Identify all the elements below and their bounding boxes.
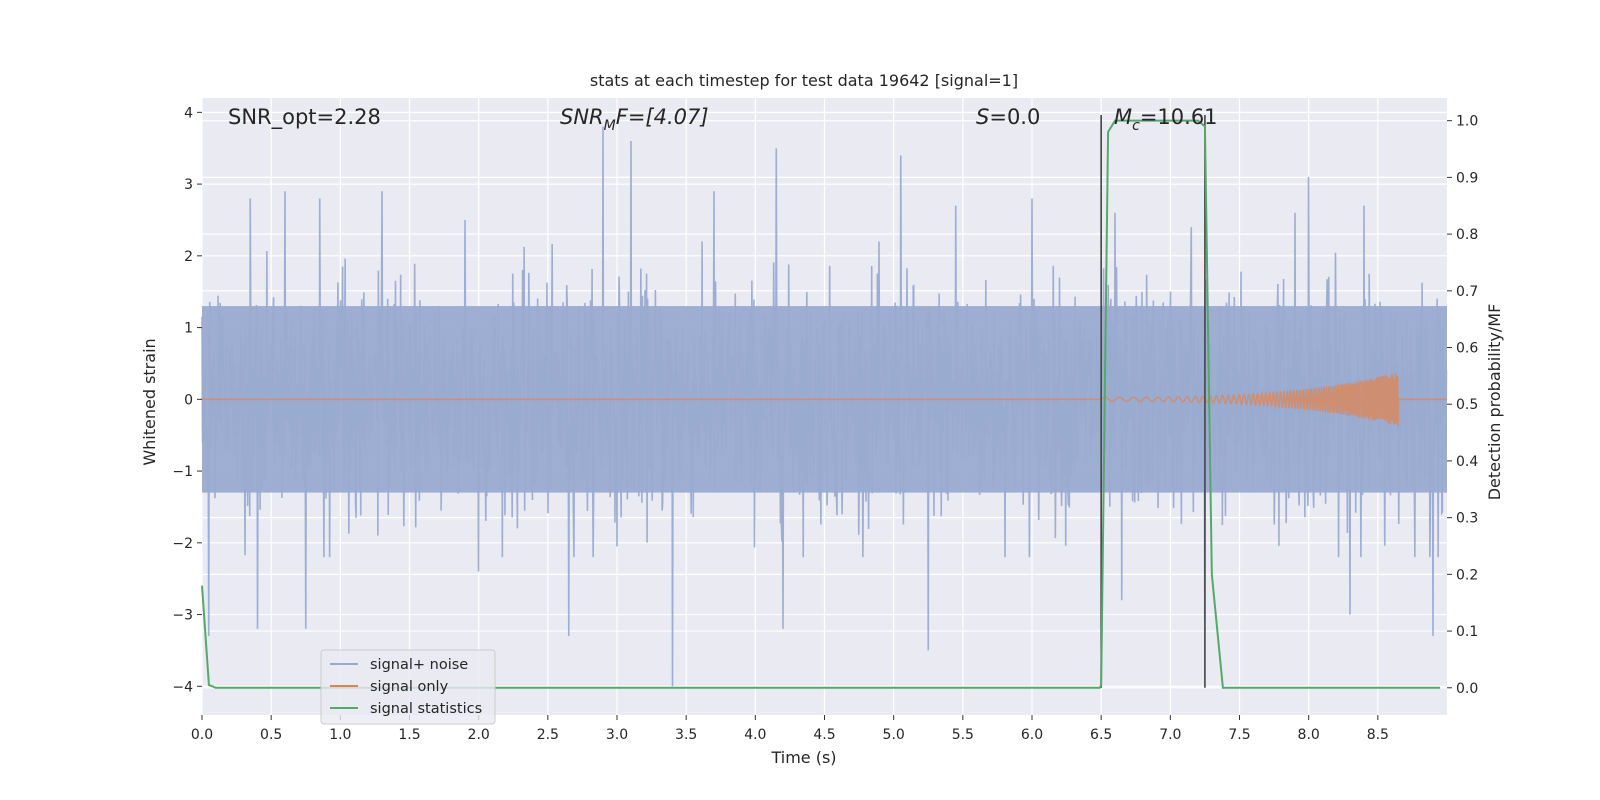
y-right-tick-label: 0.5 — [1456, 397, 1478, 413]
x-tick-label: 0.5 — [260, 727, 282, 743]
x-tick-label: 8.0 — [1298, 727, 1320, 743]
signal-trace — [202, 372, 1448, 427]
x-tick-label: 2.5 — [537, 727, 559, 743]
y-right-axis-label: Detection probability/MF — [1485, 304, 1504, 501]
y-left-tick-label: 1 — [184, 321, 193, 337]
y-right-tick-label: 0.4 — [1456, 454, 1478, 470]
y-right-tick-label: 0.6 — [1456, 341, 1478, 357]
snr-mf-annotation: SNRMF=[4.07] — [560, 105, 709, 134]
y-right-tick-label: 0.0 — [1456, 681, 1478, 697]
y-right-tick-label: 1.0 — [1456, 114, 1478, 130]
y-right-tick-label: 0.7 — [1456, 284, 1478, 300]
x-tick-label: 3.0 — [606, 727, 628, 743]
x-tick-label: 0.0 — [191, 727, 213, 743]
y-right-tick-label: 0.9 — [1456, 170, 1478, 186]
s-annotation: S=0.0 — [976, 105, 1040, 129]
y-right-tick-label: 0.3 — [1456, 511, 1478, 527]
y-left-tick-label: 4 — [184, 105, 193, 121]
legend-box — [320, 649, 496, 725]
snr-opt-annotation: SNR_opt=2.28 — [228, 105, 381, 130]
x-tick-label: 3.5 — [675, 727, 697, 743]
y-right-tick-label: 0.8 — [1456, 227, 1478, 243]
x-tick-label: 4.0 — [744, 727, 766, 743]
y-left-tick-label: −1 — [172, 464, 193, 480]
y-left-tick-label: 2 — [184, 249, 193, 265]
x-tick-label: 1.0 — [329, 727, 351, 743]
x-tick-label: 1.5 — [398, 727, 420, 743]
chart-title: stats at each timestep for test data 196… — [590, 71, 1018, 90]
x-tick-label: 2.0 — [468, 727, 490, 743]
x-tick-label: 5.5 — [952, 727, 974, 743]
vertical-markers — [1100, 115, 1206, 688]
legend-label-noise: signal+ noise — [370, 657, 468, 673]
y-left-axis-ticks: 4 3 2 1 0 −1 −2 −3 −4 — [172, 105, 202, 695]
y-right-tick-label: 0.1 — [1456, 624, 1478, 640]
signal-series — [202, 372, 1448, 427]
y-left-tick-label: 0 — [184, 392, 193, 408]
y-right-tick-label: 0.2 — [1456, 567, 1478, 583]
legend-label-stats: signal statistics — [370, 701, 482, 717]
legend: signal+ noise signal only signal statist… — [320, 649, 496, 725]
legend-label-signal: signal only — [370, 679, 449, 695]
x-tick-label: 7.5 — [1228, 727, 1250, 743]
y-right-axis-ticks: 1.0 0.9 0.8 0.7 0.6 0.5 0.4 0.3 0.2 0.1 0.0 — [1447, 114, 1478, 697]
x-axis-label: Time (s) — [770, 748, 836, 767]
x-tick-label: 6.5 — [1090, 727, 1112, 743]
y-left-tick-label: 3 — [184, 177, 193, 193]
x-tick-label: 7.0 — [1159, 727, 1181, 743]
y-left-tick-label: −4 — [172, 679, 193, 695]
x-tick-label: 8.5 — [1367, 727, 1389, 743]
y-left-tick-label: −2 — [172, 536, 193, 552]
y-left-tick-label: −3 — [172, 608, 193, 624]
x-axis-ticks: 0.0 0.5 1.0 1.5 2.0 2.5 3.0 3.5 4.0 4.5 5.0 5.5 6.0 6… — [191, 715, 1389, 743]
x-tick-label: 4.5 — [813, 727, 835, 743]
x-tick-label: 5.0 — [883, 727, 905, 743]
mc-annotation: Mc=10.61 — [1114, 105, 1218, 134]
x-tick-label: 6.0 — [1021, 727, 1043, 743]
y-left-axis-label: Whitened strain — [140, 338, 159, 465]
